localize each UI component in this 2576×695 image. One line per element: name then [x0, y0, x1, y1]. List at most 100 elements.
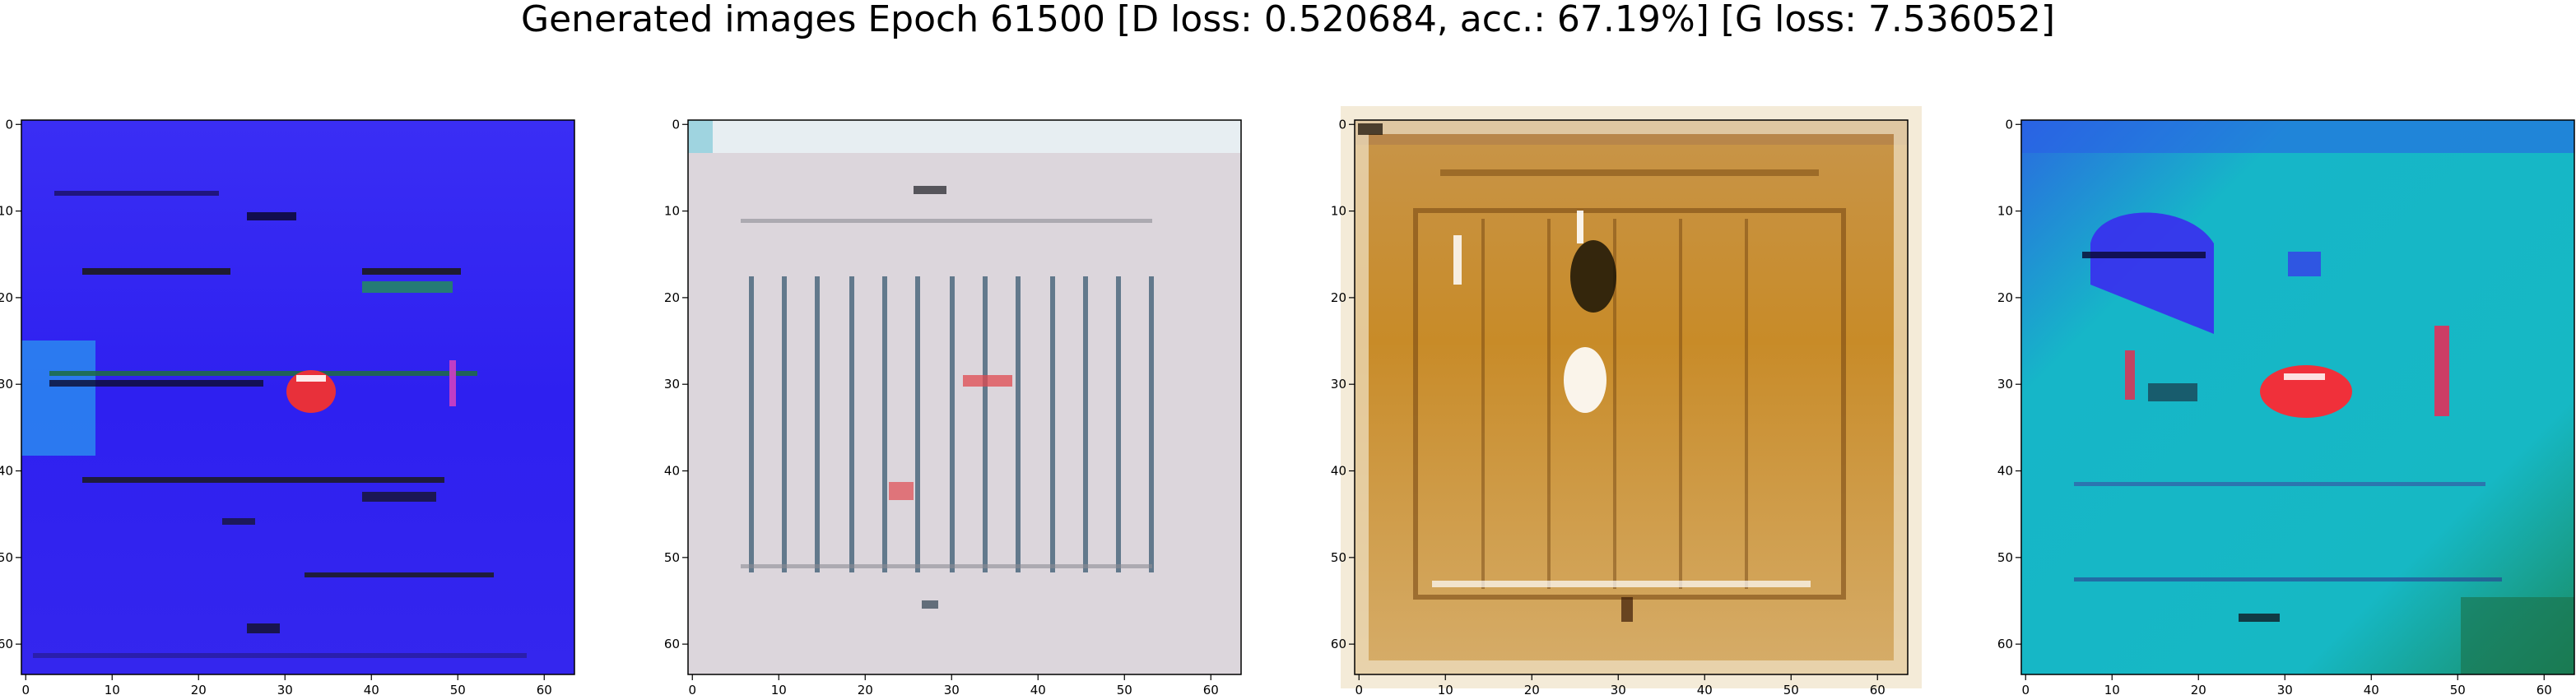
subplot-3: 0 10 20 30 40 50 60 0 10 20 30 40 50 60 [1333, 120, 1886, 674]
subplot-4: 0 10 20 30 40 50 60 0 10 20 30 40 50 60 [2000, 120, 2553, 674]
image-2-stroke [741, 564, 1152, 568]
image-4-stroke [2074, 482, 2485, 486]
image-3-corner [1358, 123, 1383, 135]
y-tick-label: 40 [1331, 464, 1346, 479]
y-tick-label: 50 [0, 550, 13, 565]
image-3-background [1355, 120, 1908, 674]
y-tick-label: 20 [1331, 290, 1346, 305]
image-4-stroke [2288, 252, 2321, 276]
image-2-red-mark [889, 482, 914, 500]
x-tick-label: 50 [2450, 683, 2466, 695]
x-tick-label: 30 [2277, 683, 2293, 695]
image-4-red-blob [2260, 365, 2352, 418]
image-4-red-bar [2125, 350, 2135, 400]
image-3 [1355, 120, 1908, 674]
image-2-red-mark [963, 375, 1012, 387]
x-tick-label: 10 [105, 683, 120, 695]
x-tick-label: 60 [1203, 683, 1219, 695]
y-tick-label: 20 [1997, 290, 2013, 305]
image-1-highlight [296, 375, 326, 382]
subplot-1: 0 10 20 30 40 50 60 0 10 20 30 40 50 60 [0, 120, 553, 674]
y-tick-label: 0 [672, 117, 680, 132]
image-2-stroke [914, 186, 946, 194]
subplot-1-svg: 0 10 20 30 40 50 60 0 10 20 30 40 50 60 [0, 120, 576, 695]
image-1-stroke [362, 281, 453, 293]
image-1-stroke [222, 518, 255, 525]
y-tick-label: 10 [1997, 204, 2013, 219]
x-tick-label: 20 [191, 683, 207, 695]
image-4-stroke [2239, 614, 2280, 622]
x-tick-label: 40 [364, 683, 379, 695]
y-tick-label: 0 [1338, 117, 1346, 132]
image-1-stroke [49, 371, 477, 376]
y-tick-label: 30 [664, 377, 680, 392]
subplot-2-svg: 0 10 20 30 40 50 60 0 10 20 30 40 50 60 [667, 120, 1243, 695]
image-1-stroke [247, 623, 280, 633]
image-4-stroke [2148, 383, 2197, 401]
y-tick-label: 40 [664, 464, 680, 479]
y-tick-label: 40 [0, 464, 13, 479]
image-1-stroke [54, 191, 219, 196]
x-tick-label: 30 [944, 683, 960, 695]
subplot-2: 0 10 20 30 40 50 60 0 10 20 30 40 50 60 [667, 120, 1220, 674]
y-tick-label: 0 [2005, 117, 2013, 132]
x-tick-label: 30 [1611, 683, 1626, 695]
y-tick-label: 30 [1331, 377, 1346, 392]
y-tick-label: 30 [1997, 377, 2013, 392]
image-4-red-bar [2434, 326, 2449, 416]
x-tick-label: 50 [1783, 683, 1799, 695]
image-4-highlight [2284, 373, 2325, 380]
image-2-corner [688, 120, 713, 153]
image-3-stroke [1440, 169, 1819, 176]
x-tick-label: 60 [537, 683, 552, 695]
image-4-stroke [2074, 577, 2502, 581]
y-tick-label: 10 [0, 204, 13, 219]
image-1-stroke [49, 380, 263, 387]
image-2 [688, 120, 1241, 674]
image-2-band [688, 120, 1241, 153]
x-tick-label: 30 [277, 683, 293, 695]
image-3-stroke [1621, 597, 1633, 622]
subplot-3-svg: 0 10 20 30 40 50 600102030405060 [1333, 120, 1909, 695]
x-tick-label: 0 [2021, 683, 2030, 695]
x-tick-label: 20 [1524, 683, 1540, 695]
x-tick-label: 0 [1355, 683, 1363, 695]
x-tick-label: 20 [858, 683, 873, 695]
y-tick-label: 60 [1997, 637, 2013, 651]
y-tick-label: 10 [664, 204, 680, 219]
y-tick-label: 10 [1331, 204, 1346, 219]
x-tick-label: 40 [1697, 683, 1713, 695]
x-tick-label: 50 [1117, 683, 1132, 695]
image-2-stroke [741, 219, 1152, 223]
x-tick-label: 60 [2536, 683, 2552, 695]
image-1-stroke [449, 360, 456, 406]
image-3-white-blob [1564, 347, 1607, 413]
y-tick-label: 50 [664, 550, 680, 565]
x-tick-label: 40 [2364, 683, 2379, 695]
image-3-dark-blob [1570, 240, 1616, 313]
image-2-background [688, 120, 1241, 674]
image-1 [21, 120, 574, 674]
image-1-stroke [362, 492, 436, 502]
y-tick-label: 30 [0, 377, 13, 392]
y-tick-label: 50 [1331, 550, 1346, 565]
image-1-stroke [33, 653, 527, 658]
image-1-stroke [82, 477, 444, 483]
image-2-stroke [922, 600, 938, 609]
image-1-stroke [305, 572, 494, 577]
image-4-band [2021, 120, 2574, 153]
y-tick-label: 40 [1997, 464, 2013, 479]
image-1-cyan-patch [21, 341, 95, 456]
y-tick-label: 50 [1997, 550, 2013, 565]
image-1-stroke [247, 212, 296, 220]
y-tick-label: 20 [664, 290, 680, 305]
image-3-stroke [1432, 581, 1811, 587]
x-tick-label: 60 [1870, 683, 1886, 695]
y-tick-label: 60 [664, 637, 680, 651]
x-tick-label: 50 [450, 683, 466, 695]
figure-title: Generated images Epoch 61500 [D loss: 0.… [0, 0, 2576, 43]
image-1-stroke [362, 268, 461, 275]
image-4-stroke [2082, 252, 2206, 258]
x-tick-label: 10 [2104, 683, 2120, 695]
